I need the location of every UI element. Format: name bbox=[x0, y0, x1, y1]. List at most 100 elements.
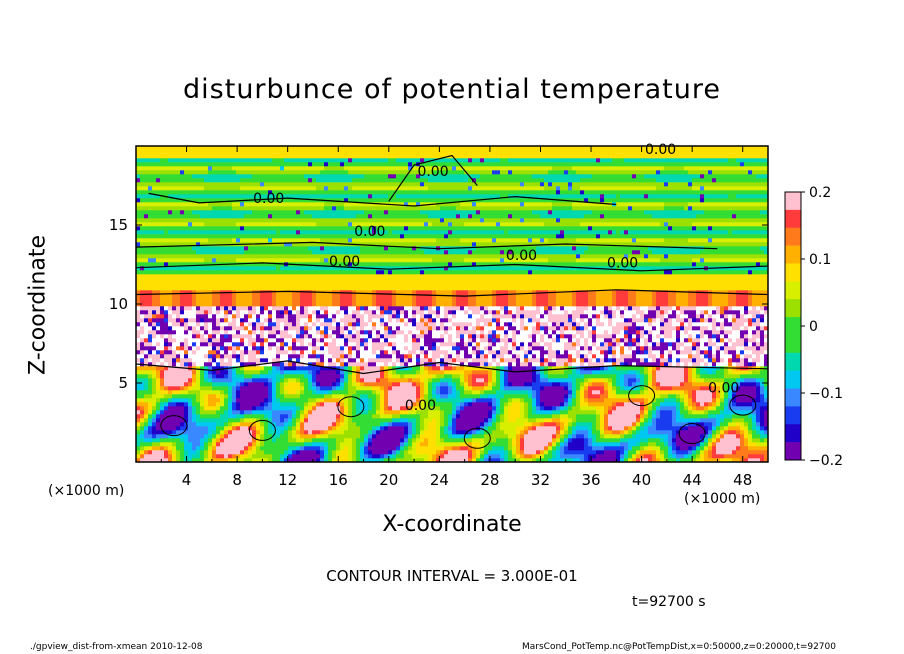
heatmap-cell bbox=[708, 350, 713, 355]
heatmap-cell bbox=[668, 374, 673, 379]
heatmap-cell bbox=[152, 406, 157, 411]
heatmap-cell bbox=[628, 374, 633, 379]
heatmap-cell bbox=[728, 350, 733, 355]
heatmap-cell bbox=[448, 398, 453, 403]
time-note: t=92700 s bbox=[632, 594, 706, 610]
heatmap-cell bbox=[512, 426, 517, 431]
heatmap-cell bbox=[460, 390, 465, 395]
heatmap-cell bbox=[184, 398, 189, 403]
heatmap-cell bbox=[192, 334, 197, 339]
heatmap-cell bbox=[764, 410, 768, 415]
heatmap-cell bbox=[632, 390, 637, 395]
heatmap-cell bbox=[568, 382, 573, 387]
heatmap-cell bbox=[200, 350, 205, 355]
heatmap-cell bbox=[680, 458, 685, 462]
heatmap-cell bbox=[184, 390, 189, 395]
heatmap-cell bbox=[408, 378, 413, 383]
heatmap-cell bbox=[624, 378, 629, 383]
heatmap-cell bbox=[292, 362, 297, 367]
heatmap-cell bbox=[296, 434, 301, 439]
heatmap-cell bbox=[748, 390, 753, 395]
heatmap-cell bbox=[692, 390, 697, 395]
heatmap-cell bbox=[580, 426, 585, 431]
heatmap-cell bbox=[404, 426, 409, 431]
heatmap-cell bbox=[592, 338, 597, 343]
heatmap-cell bbox=[604, 362, 609, 367]
heatmap-cell bbox=[676, 414, 681, 419]
heatmap-cell bbox=[176, 354, 181, 359]
heatmap-cell bbox=[472, 378, 477, 383]
heatmap-cell bbox=[596, 386, 601, 391]
heatmap-cell bbox=[352, 406, 357, 411]
heatmap-cell bbox=[464, 370, 469, 375]
heatmap-cell bbox=[568, 342, 573, 347]
heatmap-cell bbox=[732, 394, 737, 399]
heatmap-cell bbox=[352, 390, 357, 395]
heatmap-cell bbox=[360, 446, 365, 451]
heatmap-cell bbox=[512, 438, 517, 443]
heatmap-cell bbox=[200, 406, 205, 411]
heatmap-cell bbox=[752, 390, 757, 395]
heatmap-cell bbox=[524, 390, 529, 395]
heatmap-cell bbox=[724, 402, 729, 407]
heatmap-cell bbox=[320, 410, 325, 415]
heatmap-cell bbox=[256, 382, 261, 387]
heatmap-cell bbox=[460, 354, 465, 359]
heatmap-cell bbox=[200, 382, 205, 387]
heatmap-cell bbox=[488, 390, 493, 395]
heatmap-cell bbox=[632, 386, 637, 391]
heatmap-cell bbox=[692, 346, 697, 351]
heatmap-cell bbox=[160, 430, 165, 435]
heatmap-cell bbox=[676, 378, 681, 383]
heatmap-cell bbox=[656, 418, 661, 423]
heatmap-cell bbox=[392, 350, 397, 355]
heatmap-cell bbox=[472, 358, 477, 363]
heatmap-cell bbox=[588, 378, 593, 383]
heatmap-cell bbox=[560, 446, 565, 451]
heatmap-cell bbox=[376, 442, 381, 447]
heatmap-cell bbox=[136, 334, 141, 339]
heatmap-cell bbox=[448, 406, 453, 411]
heatmap-cell bbox=[496, 378, 501, 383]
heatmap-cell bbox=[748, 342, 753, 347]
heatmap-cell bbox=[432, 438, 437, 443]
heatmap-cell bbox=[616, 386, 621, 391]
heatmap-cell bbox=[160, 362, 165, 367]
heatmap-cell bbox=[172, 382, 177, 387]
heatmap-cell bbox=[328, 410, 333, 415]
heatmap-cell bbox=[404, 378, 409, 383]
heatmap-cell bbox=[316, 426, 321, 431]
heatmap-cell bbox=[148, 414, 153, 419]
heatmap-cell bbox=[372, 426, 377, 431]
heatmap-cell bbox=[156, 358, 161, 363]
heatmap-cell bbox=[500, 358, 505, 363]
heatmap-cell bbox=[648, 338, 653, 343]
heatmap-cell bbox=[444, 438, 449, 443]
heatmap-cell bbox=[344, 458, 349, 462]
heatmap-cell bbox=[148, 402, 153, 407]
heatmap-cell bbox=[500, 370, 505, 375]
heatmap-cell bbox=[532, 454, 537, 459]
heatmap-cell bbox=[736, 354, 741, 359]
heatmap-cell bbox=[348, 378, 353, 383]
heatmap-cell bbox=[416, 426, 421, 431]
heatmap-cell bbox=[760, 346, 765, 351]
heatmap-cell bbox=[496, 402, 501, 407]
heatmap-cell bbox=[164, 370, 169, 375]
heatmap-cell bbox=[420, 442, 425, 447]
heatmap-cell bbox=[600, 450, 605, 455]
heatmap-cell bbox=[556, 398, 561, 403]
heatmap-cell bbox=[368, 342, 373, 347]
heatmap-cell bbox=[736, 374, 741, 379]
heatmap-cell bbox=[228, 426, 233, 431]
heatmap-cell bbox=[300, 450, 305, 455]
heatmap-cell bbox=[684, 358, 689, 363]
heatmap-cell bbox=[756, 390, 761, 395]
heatmap-cell bbox=[176, 418, 181, 423]
heatmap-cell bbox=[364, 394, 369, 399]
heatmap-cell bbox=[552, 422, 557, 427]
heatmap-cell bbox=[760, 450, 765, 455]
heatmap-cell bbox=[232, 418, 237, 423]
heatmap-cell bbox=[240, 410, 245, 415]
heatmap-cell bbox=[456, 366, 461, 371]
